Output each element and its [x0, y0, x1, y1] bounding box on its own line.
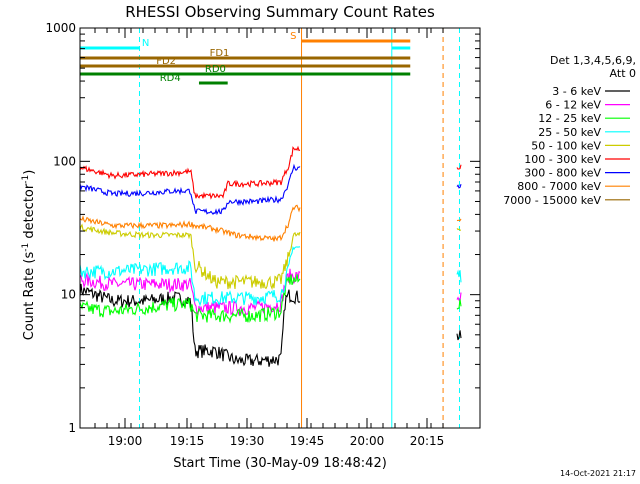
- state-bar-label-2: FD1: [210, 48, 230, 59]
- series-line-5: [80, 145, 462, 200]
- legend-label-7: 800 - 7000 keV: [517, 180, 601, 193]
- legend-label-6: 300 - 800 keV: [524, 167, 601, 180]
- series-line-1: [80, 268, 462, 317]
- series-line-6: [80, 163, 462, 216]
- state-bar-label-0: N: [142, 38, 149, 49]
- legend-header-line1: Det 1,3,4,5,6,9,: [550, 54, 636, 67]
- timestamp: 14-Oct-2021 21:17: [560, 469, 636, 478]
- x-tick-label-4: 20:00: [350, 434, 385, 448]
- state-bar-label-4: RD0: [205, 64, 226, 75]
- x-axis-label: Start Time (30-May-09 18:48:42): [173, 456, 387, 471]
- y-tick-label-3: 1000: [45, 21, 76, 35]
- legend-label-2: 12 - 25 keV: [538, 112, 601, 125]
- y-tick-label-2: 100: [53, 154, 76, 168]
- series-line-4: [80, 223, 462, 291]
- series-line-2: [80, 274, 462, 324]
- legend-label-5: 100 - 300 keV: [524, 153, 601, 166]
- state-bar-label-5: RD4: [160, 73, 181, 84]
- legend-label-3: 25 - 50 keV: [538, 126, 601, 139]
- x-tick-label-3: 19:45: [290, 434, 325, 448]
- legend-label-0: 3 - 6 keV: [552, 85, 601, 98]
- plot-frame: [79, 27, 481, 429]
- legend-label-4: 50 - 100 keV: [531, 139, 601, 152]
- series-line-0: [80, 283, 462, 367]
- x-tick-label-5: 20:15: [410, 434, 445, 448]
- state-bar-label-1: S: [290, 31, 296, 42]
- legend-label-1: 6 - 12 keV: [545, 99, 601, 112]
- legend-header-line2: Att 0: [610, 67, 636, 80]
- y-tick-label-0: 1: [68, 421, 76, 435]
- axes-group: 1 10 100 1000 19:00 19:15 19:30 19:45 20:00 20:15: [45, 21, 480, 448]
- legend-label-8: 7000 - 15000 keV: [503, 194, 601, 207]
- y-axis-label: Count Rate (s-1 detector-1): [21, 170, 37, 341]
- x-tick-label-0: 19:00: [108, 434, 143, 448]
- plot-layer: [80, 28, 462, 428]
- x-tick-label-1: 19:15: [170, 434, 205, 448]
- chart-title: RHESSI Observing Summary Count Rates: [125, 3, 435, 21]
- state-bar-label-3: FD2: [156, 56, 176, 67]
- y-tick-label-1: 10: [61, 288, 76, 302]
- x-tick-label-2: 19:30: [230, 434, 265, 448]
- series-line-7: [80, 204, 462, 242]
- series-line-3: [80, 246, 462, 307]
